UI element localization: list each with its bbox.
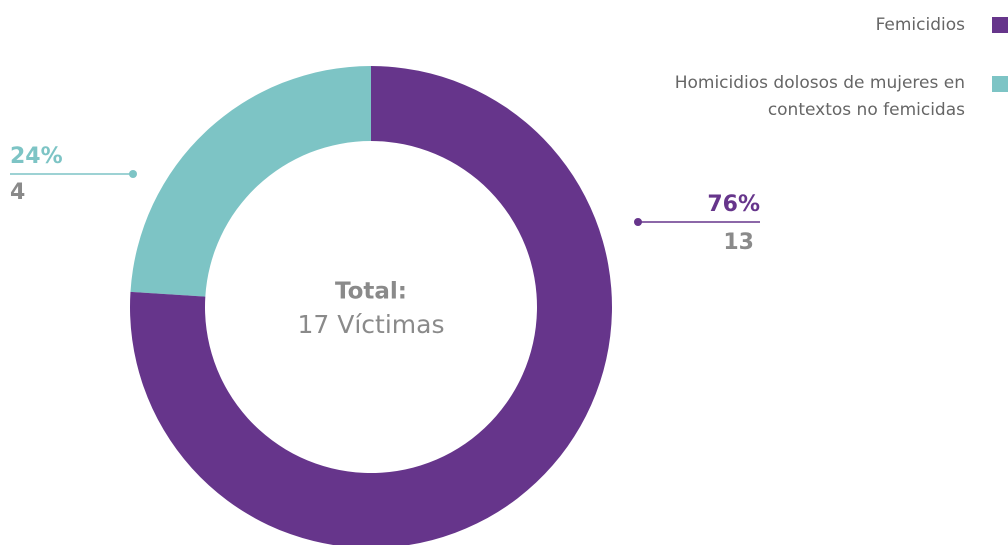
percent-label: 76% (707, 192, 760, 217)
percent-label: 24% (10, 144, 63, 169)
legend-label: Homicidios dolosos de mujeres en context… (674, 73, 965, 120)
center-title: Total: (335, 279, 407, 305)
legend-swatch (992, 76, 1008, 92)
callout-dot (129, 170, 137, 178)
legend-swatch (992, 17, 1008, 33)
center-text: 17 Víctimas (298, 310, 445, 339)
donut-segment (130, 66, 612, 545)
callout-dot (634, 218, 642, 226)
count-label: 4 (10, 180, 25, 205)
donut-segment (130, 66, 371, 297)
legend-label: Femicidios (875, 15, 965, 35)
count-label: 13 (723, 230, 754, 255)
